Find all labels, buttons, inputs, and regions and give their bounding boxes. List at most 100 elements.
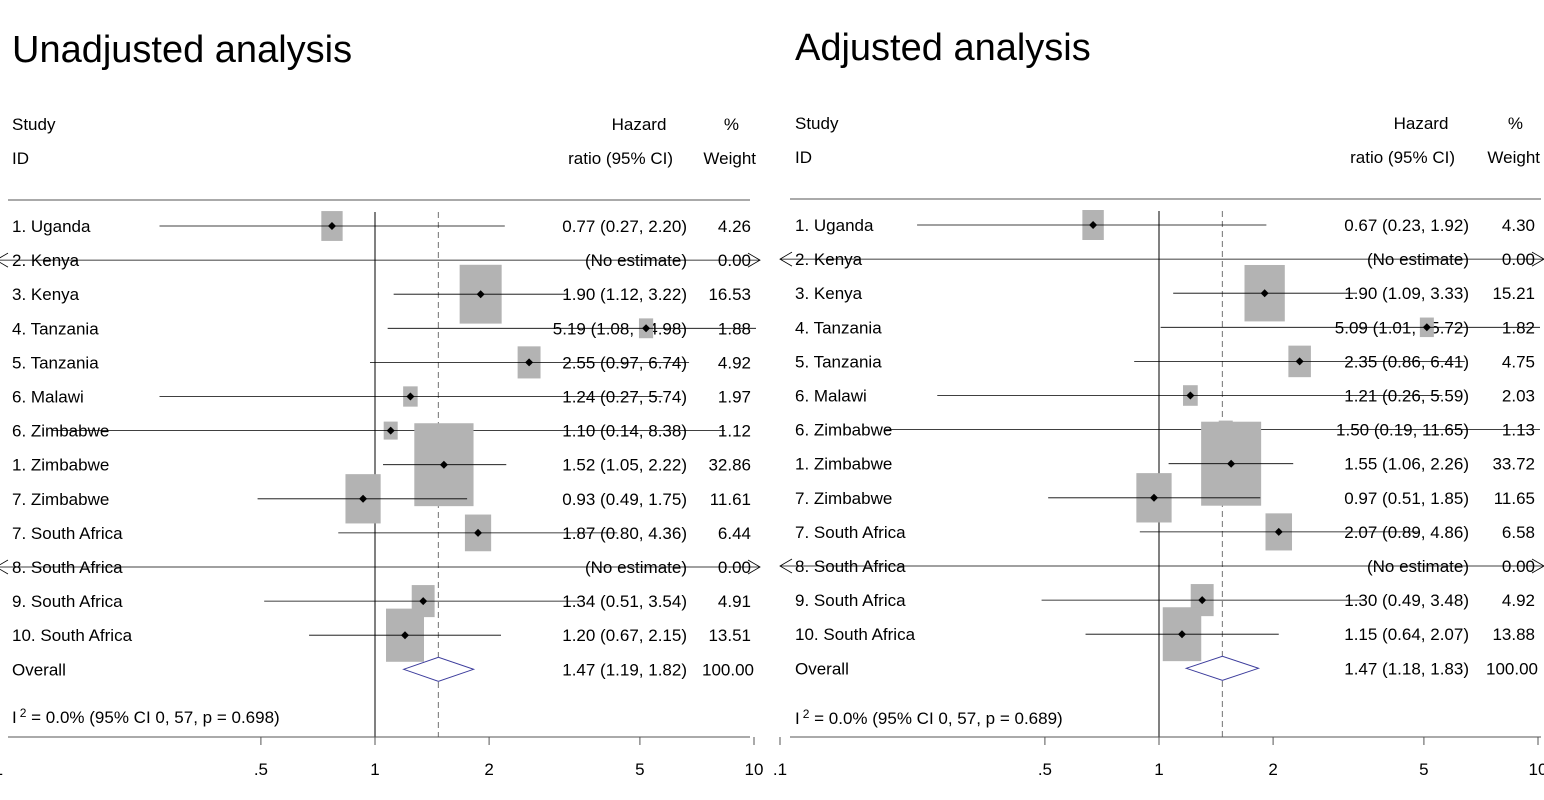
header-percent: %: [1508, 114, 1523, 133]
arrow-left-icon: [0, 559, 9, 575]
study-weight: 0.00: [1502, 557, 1535, 576]
hazard-ratio-ci: 1.24 (0.27, 5.74): [562, 388, 687, 407]
study-label: 2. Kenya: [12, 251, 80, 270]
study-label: 9. South Africa: [795, 591, 906, 610]
point-estimate: [386, 426, 395, 435]
study-row: 1. Zimbabwe 1.55 (1.06, 2.26) 33.72: [795, 421, 1535, 506]
hazard-ratio-ci: (No estimate): [1367, 557, 1469, 576]
hazard-ratio-ci: (No estimate): [1367, 250, 1469, 269]
study-label: 6. Malawi: [12, 388, 84, 407]
overall-hazard-ratio-ci: 1.47 (1.19, 1.82): [562, 660, 687, 679]
heterogeneity-superscript: 2: [20, 706, 27, 720]
x-tick-label: 1: [1154, 760, 1163, 779]
study-weight: 16.53: [708, 285, 751, 304]
header-hazard: Hazard: [1394, 114, 1449, 133]
header-hazard: Hazard: [612, 115, 667, 134]
hazard-ratio-ci: 2.07 (0.89, 4.86): [1344, 523, 1469, 542]
study-row: 3. Kenya 1.90 (1.09, 3.33) 15.21: [795, 264, 1535, 322]
study-weight: 0.00: [718, 251, 751, 270]
point-estimate: [525, 358, 534, 367]
study-weight: 13.51: [708, 626, 751, 645]
study-label: 7. South Africa: [12, 524, 123, 543]
point-estimate: [359, 494, 368, 503]
study-label: 4. Tanzania: [12, 319, 99, 338]
study-weight: 4.26: [718, 217, 751, 236]
arrow-right-icon: [1531, 251, 1544, 267]
point-estimate: [1295, 357, 1304, 366]
study-row: 1. Uganda 0.67 (0.23, 1.92) 4.30: [795, 210, 1535, 240]
study-weight: 1.82: [1502, 318, 1535, 337]
panel-title: Adjusted analysis: [795, 27, 1091, 69]
study-label: 1. Zimbabwe: [12, 456, 109, 475]
point-estimate: [419, 597, 428, 606]
hazard-ratio-ci: 1.15 (0.64, 2.07): [1344, 625, 1469, 644]
study-row: 4. Tanzania 5.09 (1.01, 25.72) 1.82: [795, 317, 1541, 337]
x-tick-label: 10: [745, 760, 764, 779]
overall-label: Overall: [12, 660, 66, 679]
study-weight: 6.58: [1502, 523, 1535, 542]
study-weight: 4.92: [1502, 591, 1535, 610]
header-ratio-ci: ratio (95% CI): [568, 149, 673, 168]
study-label: 6. Malawi: [795, 387, 867, 406]
header-weight: Weight: [703, 149, 756, 168]
arrow-right-icon: [747, 252, 761, 268]
overall-row: Overall 1.47 (1.18, 1.83) 100.00: [795, 655, 1538, 681]
study-weight: 4.75: [1502, 352, 1535, 371]
study-label: 2. Kenya: [795, 250, 863, 269]
arrow-right-icon: [1531, 558, 1544, 574]
hazard-ratio-ci: 1.55 (1.06, 2.26): [1344, 455, 1469, 474]
overall-hazard-ratio-ci: 1.47 (1.18, 1.83): [1344, 659, 1469, 678]
point-estimate: [1089, 221, 1098, 229]
hazard-ratio-ci: 1.90 (1.12, 3.22): [562, 285, 687, 304]
hazard-ratio-ci: 5.09 (1.01, 25.72): [1335, 318, 1469, 337]
header-study: Study: [12, 115, 56, 134]
hazard-ratio-ci: 1.30 (0.49, 3.48): [1344, 591, 1469, 610]
study-label: 9. South Africa: [12, 592, 123, 611]
study-row: 3. Kenya 1.90 (1.12, 3.22) 16.53: [12, 264, 751, 324]
point-estimate: [1186, 391, 1195, 400]
study-label: 6. Zimbabwe: [795, 421, 892, 440]
study-label: 5. Tanzania: [12, 353, 99, 372]
study-row: 6. Malawi 1.21 (0.26, 5.59) 2.03: [795, 385, 1535, 406]
study-weight: 0.00: [1502, 250, 1535, 269]
arrow-right-icon: [747, 559, 761, 575]
study-weight: 1.97: [718, 388, 751, 407]
hazard-ratio-ci: 2.55 (0.97, 6.74): [562, 353, 687, 372]
study-row: 7. South Africa 1.87 (0.80, 4.36) 6.44: [12, 514, 751, 552]
header-ratio-ci: ratio (95% CI): [1350, 148, 1455, 167]
study-row: 5. Tanzania 2.55 (0.97, 6.74) 4.92: [12, 346, 751, 379]
x-tick-label: .5: [254, 760, 268, 779]
study-weight: 4.91: [718, 592, 751, 611]
x-tick-label: 2: [1268, 760, 1277, 779]
study-row: 5. Tanzania 2.35 (0.86, 6.41) 4.75: [795, 345, 1535, 378]
study-row: 2. Kenya (No estimate) 0.00: [779, 250, 1544, 269]
heterogeneity-superscript: 2: [803, 707, 810, 721]
study-label: 10. South Africa: [12, 626, 133, 645]
hazard-ratio-ci: 1.50 (0.19, 11.65): [1336, 421, 1469, 440]
header-id: ID: [12, 149, 29, 168]
study-row: 8. South Africa (No estimate) 0.00: [779, 557, 1544, 576]
heterogeneity-symbol: I: [12, 708, 17, 727]
hazard-ratio-ci: 1.87 (0.80, 4.36): [562, 524, 687, 543]
forest-panel-adjusted: Adjusted analysis Study ID Hazard ratio (95%…: [773, 27, 1544, 779]
study-label: 10. South Africa: [795, 625, 916, 644]
study-row: 6. Zimbabwe 1.10 (0.14, 8.38) 1.12: [12, 421, 751, 441]
study-weight: 0.00: [718, 558, 751, 577]
hazard-ratio-ci: 2.35 (0.86, 6.41): [1344, 352, 1469, 371]
point-estimate: [1227, 459, 1236, 468]
study-weight: 1.12: [718, 422, 751, 441]
study-weight: 2.03: [1502, 387, 1535, 406]
overall-row: Overall 1.47 (1.19, 1.82) 100.00: [12, 656, 754, 682]
header-weight: Weight: [1487, 148, 1540, 167]
point-estimate: [1274, 527, 1283, 536]
hazard-ratio-ci: 1.10 (0.14, 8.38): [562, 422, 687, 441]
study-weight: 4.30: [1502, 216, 1535, 235]
header-study: Study: [795, 114, 839, 133]
panel-title: Unadjusted analysis: [12, 29, 352, 71]
study-row: 2. Kenya (No estimate) 0.00: [0, 251, 761, 270]
point-estimate: [327, 222, 336, 230]
study-row: 1. Uganda 0.77 (0.27, 2.20) 4.26: [12, 211, 751, 241]
study-row: 6. Malawi 1.24 (0.27, 5.74) 1.97: [12, 386, 751, 407]
